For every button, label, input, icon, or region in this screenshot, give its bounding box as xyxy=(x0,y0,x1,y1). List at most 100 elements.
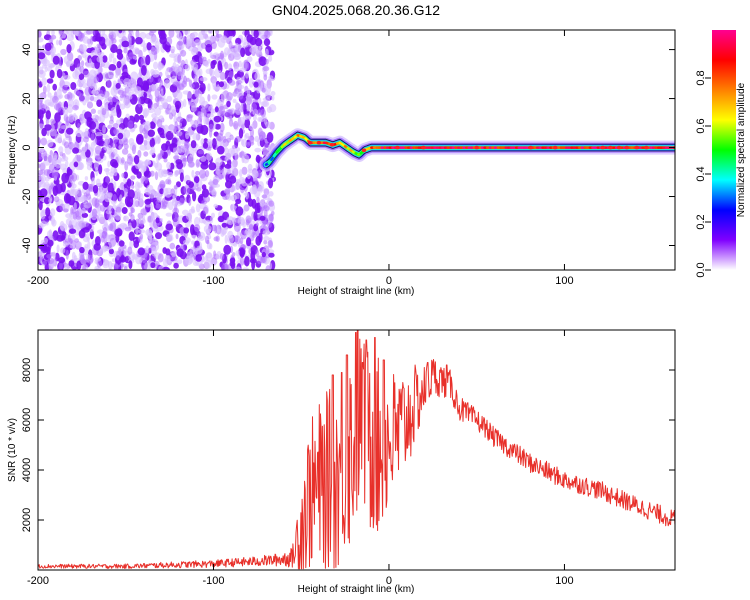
noise-speckle xyxy=(113,181,117,190)
noise-speckle xyxy=(144,120,151,131)
noise-speckle xyxy=(66,34,75,42)
noise-speckle xyxy=(38,250,44,258)
noise-speckle xyxy=(79,254,84,264)
noise-speckle xyxy=(207,30,213,33)
noise-speckle xyxy=(41,127,47,137)
noise-speckle xyxy=(244,45,253,56)
noise-speckle xyxy=(110,159,118,167)
noise-speckle xyxy=(148,31,155,36)
noise-speckle xyxy=(176,195,181,201)
noise-speckle xyxy=(42,150,48,159)
noise-speckle xyxy=(179,172,184,183)
noise-speckle xyxy=(58,256,66,264)
noise-speckle xyxy=(243,59,249,69)
noise-speckle xyxy=(179,227,183,235)
colorbar-tick-label: 0.2 xyxy=(695,214,707,229)
x-tick-label: 0 xyxy=(386,275,392,287)
noise-speckle xyxy=(231,47,239,57)
noise-speckle xyxy=(127,120,134,130)
noise-speckle xyxy=(112,148,118,155)
noise-speckle xyxy=(194,90,200,98)
noise-speckle xyxy=(233,120,239,130)
noise-speckle xyxy=(85,63,94,68)
noise-speckle xyxy=(91,197,98,207)
noise-speckle xyxy=(204,60,209,68)
noise-speckle xyxy=(155,232,162,240)
noise-speckle xyxy=(197,117,203,127)
noise-speckle xyxy=(43,197,51,205)
noise-speckle xyxy=(220,92,226,102)
noise-speckle xyxy=(83,136,89,143)
noise-speckle xyxy=(255,222,259,227)
noise-speckle xyxy=(110,152,115,161)
noise-speckle xyxy=(38,30,42,39)
spectrogram-x-axis-label: Height of straight line (km) xyxy=(298,286,415,297)
noise-speckle xyxy=(224,234,228,244)
noise-speckle xyxy=(115,73,119,79)
noise-speckle xyxy=(129,59,137,65)
noise-speckle xyxy=(96,56,104,63)
noise-speckle xyxy=(197,150,205,155)
noise-speckle xyxy=(135,37,143,45)
noise-speckle xyxy=(137,89,144,98)
noise-speckle xyxy=(50,34,57,40)
noise-speckle xyxy=(132,47,140,55)
noise-speckle xyxy=(73,161,79,168)
noise-speckle xyxy=(144,198,151,205)
noise-speckle xyxy=(220,50,224,60)
ridge-peak-blob xyxy=(307,140,313,145)
noise-speckle xyxy=(82,181,89,190)
noise-speckle xyxy=(41,77,47,86)
noise-speckle xyxy=(203,115,207,125)
noise-speckle xyxy=(42,260,48,266)
noise-speckle xyxy=(254,135,260,142)
noise-speckle xyxy=(241,155,245,164)
noise-speckle xyxy=(185,131,190,140)
noise-speckle xyxy=(110,44,118,53)
noise-speckle xyxy=(167,179,172,185)
noise-speckle xyxy=(47,92,52,98)
noise-speckle xyxy=(203,259,212,269)
noise-speckle xyxy=(52,55,60,65)
noise-speckle xyxy=(121,172,125,178)
noise-speckle xyxy=(216,133,224,142)
ridge-peak-blob xyxy=(395,145,400,150)
noise-speckle xyxy=(132,198,137,207)
noise-speckle xyxy=(123,171,128,179)
noise-speckle xyxy=(55,39,60,46)
noise-speckle xyxy=(83,201,92,209)
noise-speckle xyxy=(258,46,263,55)
x-tick-label: -200 xyxy=(27,575,49,587)
colorbar-tick-label: 0.4 xyxy=(695,166,707,181)
noise-speckle xyxy=(38,189,42,196)
noise-speckle xyxy=(109,120,114,127)
noise-speckle xyxy=(66,44,72,54)
noise-speckle xyxy=(177,132,182,137)
noise-speckle xyxy=(238,60,242,68)
noise-speckle xyxy=(251,170,259,179)
noise-speckle xyxy=(161,197,166,206)
noise-speckle xyxy=(46,139,54,148)
noise-speckle xyxy=(212,84,217,91)
noise-speckle xyxy=(159,265,164,270)
noise-speckle xyxy=(47,257,55,265)
noise-speckle xyxy=(78,32,84,42)
noise-speckle xyxy=(153,162,159,168)
noise-speckle xyxy=(59,36,63,41)
noise-speckle xyxy=(151,103,156,111)
noise-speckle xyxy=(38,109,44,120)
noise-speckle xyxy=(249,135,255,144)
noise-speckle xyxy=(100,235,105,243)
noise-speckle xyxy=(86,163,93,171)
noise-speckle xyxy=(173,155,180,160)
noise-speckle xyxy=(84,176,89,181)
noise-speckle xyxy=(224,188,231,195)
noise-speckle xyxy=(257,116,263,122)
noise-speckle xyxy=(109,222,117,232)
noise-speckle xyxy=(149,137,155,148)
colorbar-tick-label: 0.8 xyxy=(695,70,707,85)
noise-speckle xyxy=(67,168,73,176)
noise-speckle xyxy=(157,153,161,161)
noise-speckle xyxy=(262,147,267,152)
noise-speckle xyxy=(188,181,195,189)
